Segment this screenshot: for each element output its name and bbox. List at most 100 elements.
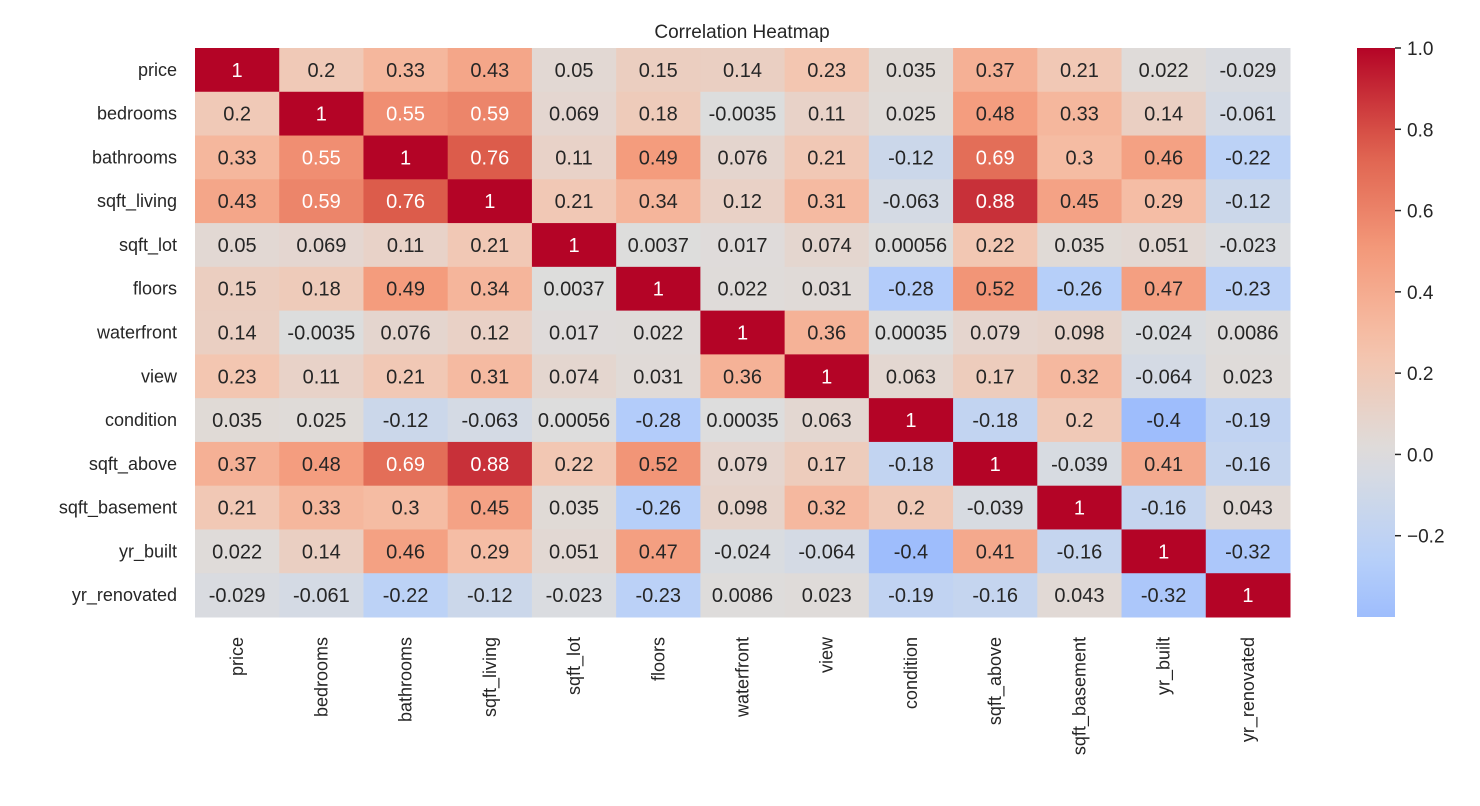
colorbar-tick-label: 0.2 [1407, 364, 1433, 385]
cell-annotation: 0.49 [386, 279, 425, 301]
cell-annotation: -0.4 [1146, 410, 1180, 432]
column-label: yr_built [1154, 637, 1175, 695]
heatmap-cell [784, 354, 870, 399]
heatmap-cell [447, 573, 533, 618]
heatmap-cell [363, 266, 449, 312]
cell-annotation: 0.37 [976, 60, 1015, 82]
cell-annotation: 0.36 [807, 323, 846, 345]
row-label: bathrooms [92, 147, 177, 167]
heatmap-cell [700, 485, 786, 530]
heatmap-cell [363, 529, 449, 574]
cell-annotation: 0.023 [802, 585, 852, 607]
cell-annotation: -0.039 [1051, 454, 1108, 476]
heatmap-cell [363, 48, 449, 93]
cell-annotation: 1 [484, 191, 495, 213]
cell-annotation: 1 [1242, 585, 1253, 607]
cell-annotation: 0.21 [1060, 60, 1099, 82]
heatmap-cell [616, 310, 701, 355]
heatmap-cell [616, 354, 701, 399]
cell-annotation: -0.0035 [709, 104, 777, 126]
heatmap-cell [868, 441, 954, 487]
cell-annotation: -0.12 [1225, 191, 1271, 213]
heatmap-cell [363, 91, 449, 137]
cell-annotation: 0.3 [1066, 147, 1094, 169]
cell-annotation: 0.022 [1139, 60, 1189, 82]
cell-annotation: 0.34 [470, 279, 509, 301]
heatmap-cell [1121, 135, 1207, 180]
cell-annotation: 0.69 [386, 454, 425, 476]
cell-annotation: 0.3 [392, 498, 420, 520]
cell-annotation: 0.45 [470, 498, 509, 520]
cell-annotation: 0.051 [1139, 235, 1189, 257]
heatmap-cell [868, 179, 954, 224]
cell-annotation: 0.11 [808, 104, 845, 126]
heatmap-cell [195, 573, 280, 618]
heatmap-cell [1205, 48, 1291, 93]
cell-annotation: 0.69 [976, 147, 1015, 169]
heatmap-cell [953, 48, 1038, 93]
colorbar [1357, 48, 1395, 617]
cell-annotation: 1 [1074, 498, 1085, 520]
cell-annotation: 0.11 [555, 147, 592, 169]
heatmap-cell [1121, 179, 1207, 224]
cell-annotation: 0.46 [1144, 147, 1183, 169]
heatmap-cell [1037, 179, 1123, 224]
column-label: price [227, 637, 247, 676]
heatmap-cell [1121, 91, 1207, 137]
cell-annotation: 0.098 [1054, 323, 1104, 345]
heatmap-cell [616, 529, 701, 574]
cell-annotation: 0.76 [470, 147, 509, 169]
heatmap-cell [784, 398, 870, 443]
cell-annotation: -0.18 [888, 454, 934, 476]
heatmap-cell [616, 48, 701, 93]
heatmap-cell [531, 179, 617, 224]
heatmap-cell [195, 48, 280, 93]
heatmap-cell [1205, 179, 1291, 224]
heatmap-cell [447, 91, 533, 137]
heatmap-cell [531, 310, 617, 355]
cell-annotation: 0.0037 [628, 235, 689, 257]
heatmap-cell [363, 179, 449, 224]
colorbar-tick-label: −0.2 [1407, 527, 1445, 548]
column-label: bedrooms [311, 637, 331, 717]
heatmap-cell [279, 485, 364, 530]
heatmap-cell [700, 223, 786, 268]
cell-annotation: 0.035 [549, 498, 599, 520]
cell-annotation: 0.22 [555, 454, 594, 476]
cell-annotation: 0.069 [549, 104, 599, 126]
cell-annotation: 0.074 [802, 235, 852, 257]
cell-annotation: 0.49 [639, 147, 678, 169]
row-label: view [141, 366, 178, 386]
heatmap-cell [279, 441, 364, 487]
cell-annotation: 0.23 [218, 366, 257, 388]
heatmap-cell [784, 91, 870, 137]
cell-annotation: -0.32 [1141, 585, 1187, 607]
cell-annotation: 0.12 [470, 323, 509, 345]
colorbar-tick-label: 0.8 [1407, 120, 1433, 141]
cell-annotation: 0.15 [218, 279, 257, 301]
cell-annotation: 0.43 [218, 191, 257, 213]
cell-annotation: 0.2 [1066, 410, 1094, 432]
cell-annotation: 0.022 [717, 279, 767, 301]
heatmap-cell [279, 266, 364, 312]
colorbar-tick-label: 1.0 [1407, 39, 1433, 60]
colorbar-tick-label: 0.6 [1407, 202, 1433, 223]
column-label: view [817, 636, 837, 673]
heatmap-cell [363, 485, 449, 530]
cell-annotation: 0.33 [302, 498, 341, 520]
heatmap-cell [868, 266, 954, 312]
heatmap-cell [1037, 48, 1123, 93]
row-label: floors [133, 279, 177, 299]
column-label: yr_renovated [1238, 637, 1259, 742]
cell-annotation: -0.12 [467, 585, 513, 607]
heatmap-cell [953, 91, 1038, 137]
cell-annotation: -0.32 [1225, 541, 1271, 563]
heatmap-cell [1037, 310, 1123, 355]
heatmap-cell [616, 179, 701, 224]
cell-annotation: 0.079 [970, 323, 1020, 345]
cell-annotation: 0.21 [555, 191, 594, 213]
cell-annotation: 0.05 [555, 60, 594, 82]
cell-annotation: 0.031 [633, 366, 683, 388]
cell-annotation: 0.31 [807, 191, 846, 213]
cell-annotation: 0.11 [387, 235, 424, 257]
